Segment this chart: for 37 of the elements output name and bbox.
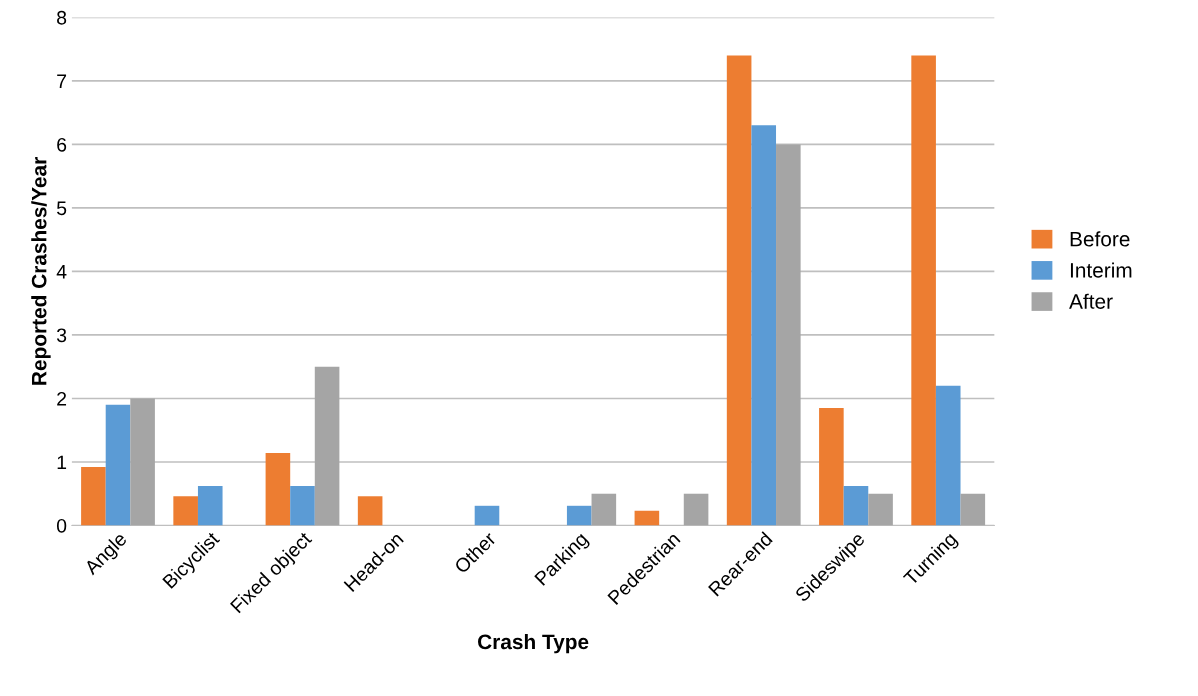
- x-axis-title: Crash Type: [478, 633, 589, 654]
- legend-label: Interim: [1070, 262, 1132, 278]
- bar: [81, 467, 106, 526]
- bar: [726, 55, 752, 526]
- y-axis-title: Reported Crashes/Year: [31, 157, 51, 385]
- bar: [566, 505, 592, 526]
- y-tick-label: 6: [57, 137, 67, 152]
- bar: [591, 493, 617, 526]
- bar: [105, 404, 131, 526]
- bar: [935, 385, 961, 526]
- bar: [474, 505, 500, 526]
- y-tick-label: 8: [57, 10, 67, 25]
- y-tick-label: 3: [56, 328, 67, 343]
- bar: [290, 486, 315, 526]
- bar: [197, 486, 223, 526]
- bar: [751, 125, 777, 526]
- y-tick-label: 2: [57, 391, 67, 406]
- bar: [683, 493, 709, 526]
- bar: [357, 496, 383, 526]
- bar: [843, 486, 869, 526]
- bar: [130, 398, 155, 526]
- y-tick-label: 0: [56, 518, 67, 533]
- bar: [265, 453, 291, 526]
- bar: [960, 493, 986, 526]
- bar: [314, 366, 340, 526]
- bar: [868, 493, 893, 526]
- legend-label: Before: [1070, 231, 1130, 247]
- y-tick-label: 1: [57, 455, 67, 470]
- bar: [634, 510, 660, 526]
- y-tick-label: 7: [57, 74, 67, 88]
- y-tick-label: 4: [56, 265, 67, 279]
- bar: [173, 496, 198, 526]
- bar: [911, 55, 936, 526]
- bar: [819, 407, 844, 526]
- y-tick-label: 5: [56, 201, 67, 216]
- bar: [776, 144, 801, 526]
- legend-label: After: [1069, 293, 1113, 309]
